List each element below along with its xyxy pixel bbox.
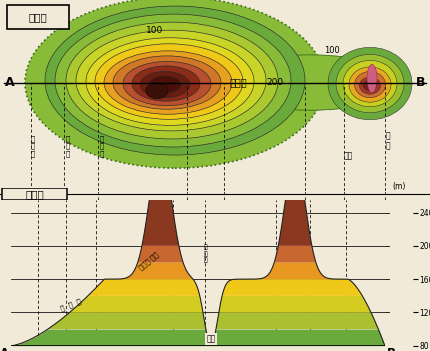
Text: 조
곡
선: 조 곡 선: [31, 135, 35, 157]
Text: 100: 100: [146, 26, 164, 35]
Text: (m): (m): [392, 182, 405, 191]
Text: A: A: [0, 347, 9, 351]
Text: 100: 100: [324, 46, 340, 55]
Ellipse shape: [343, 60, 397, 107]
Text: 주
곡
선: 주 곡 선: [100, 135, 104, 157]
Ellipse shape: [359, 77, 381, 94]
Ellipse shape: [95, 44, 243, 119]
Ellipse shape: [354, 72, 386, 98]
Text: 단면도: 단면도: [25, 189, 44, 199]
Ellipse shape: [336, 54, 404, 113]
Ellipse shape: [66, 22, 278, 139]
Text: 평면도: 평면도: [29, 12, 47, 22]
Ellipse shape: [146, 82, 168, 99]
FancyBboxPatch shape: [7, 5, 69, 29]
Ellipse shape: [76, 30, 266, 131]
Ellipse shape: [113, 56, 221, 109]
Text: 고개: 고개: [206, 334, 215, 343]
Text: 200: 200: [267, 78, 283, 87]
Ellipse shape: [149, 76, 181, 93]
Ellipse shape: [367, 83, 373, 88]
Ellipse shape: [363, 80, 377, 91]
Ellipse shape: [123, 61, 211, 106]
Ellipse shape: [140, 72, 190, 98]
Text: 평탄한 지형: 평탄한 지형: [138, 251, 160, 271]
Text: 능
선: 능 선: [386, 131, 390, 151]
Ellipse shape: [349, 67, 391, 102]
Ellipse shape: [220, 55, 400, 110]
FancyBboxPatch shape: [2, 188, 67, 200]
Ellipse shape: [328, 47, 412, 120]
Ellipse shape: [55, 14, 291, 147]
Text: B: B: [415, 76, 425, 89]
Ellipse shape: [25, 0, 325, 168]
Ellipse shape: [132, 66, 200, 101]
Ellipse shape: [104, 51, 232, 114]
Text: 계곡: 계곡: [344, 152, 353, 160]
Text: 급
경
사: 급 경 사: [203, 245, 207, 264]
Text: 완  경  사: 완 경 사: [59, 298, 82, 312]
Ellipse shape: [367, 65, 377, 93]
Ellipse shape: [45, 6, 305, 155]
Text: 계곡선: 계곡선: [230, 78, 248, 87]
Ellipse shape: [86, 38, 254, 125]
Text: 간
곡
선: 간 곡 선: [65, 135, 70, 157]
Text: B: B: [387, 347, 396, 351]
Text: A: A: [5, 76, 15, 89]
